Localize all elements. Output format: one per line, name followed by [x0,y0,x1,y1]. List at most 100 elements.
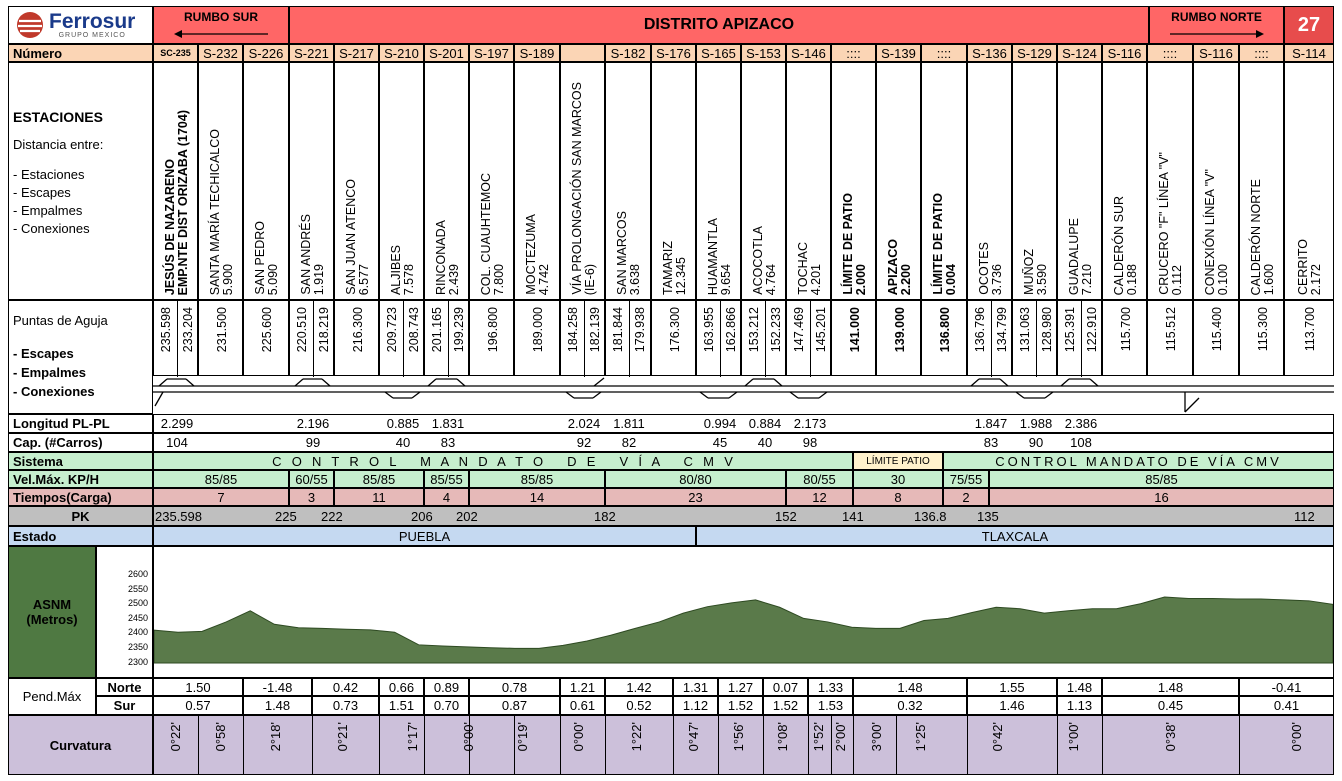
longitud-value: 2.299 [160,416,194,431]
station-column: MOCTEZUMA 4.742 [514,62,560,300]
punta-column: 163.955 162.866 [696,300,741,377]
longitud-value: 2.196 [296,416,330,431]
pk-value: 141 [842,508,864,524]
numero-cell [560,44,605,62]
punta-divider [764,301,766,377]
siding-track [1044,391,1054,399]
siding-track [294,378,304,387]
punta-divider [809,301,811,377]
station-name: SANTA MARÍA TECHICALCO [207,128,222,295]
velmax-cell: 30 [853,470,943,488]
asnm-tick-label: 2550 [127,583,148,594]
pend-norte-cell: 0.42 [312,678,379,696]
pk-value: 136.8 [914,508,947,524]
curvatura-divider [763,715,764,775]
station-distance: 7.210 [1079,263,1094,295]
station-column: APIZACO 2.200 [876,62,921,300]
tiempo-cell: 4 [424,488,469,506]
station-distance: 0.112 [1170,264,1184,295]
pend-sur-cell: 0.73 [312,696,379,715]
station-column: SANTA MARÍA TECHICALCO 5.900 [198,62,243,300]
station-column: CALDERÓN SUR 0.188 [1102,62,1147,300]
cap-value: 83 [440,435,456,450]
siding-track [158,378,168,387]
distancia-label: Distancia entre: [13,137,104,152]
numero-cell: S-210 [379,44,424,62]
pend-norte-cell: -0.41 [1239,678,1334,696]
station-distance: 4.201 [808,263,823,295]
punta-value: 134.799 [994,307,1009,353]
rumbo-norte-label: RUMBO NORTE [1171,10,1262,24]
numero-cell: S-136 [967,44,1012,62]
velmax-cell: 85/55 [424,470,469,488]
pend-norte-label: Norte [96,678,153,696]
station-column: COL. CUAUHTEMOC 7.800 [469,62,514,300]
pend-sur-cell: 0.32 [853,696,967,715]
cap-value: 40 [395,435,411,450]
punta-divider [402,301,404,377]
punta-column: 235.598 233.204 [153,300,198,377]
tiempo-cell: 12 [786,488,853,506]
pend-norte-cell: 1.48 [1102,678,1239,696]
curvatura-value: 1°08' [775,722,790,752]
dist-escapes: - Escapes [13,185,71,200]
station-distance: 3.590 [1034,263,1049,295]
sistema-cmv-1: C O N T R O L M A N D A T O D E V Í A C … [153,452,853,470]
punta-value: 176.300 [667,307,682,353]
punta-divider [447,301,449,377]
pk-value: 182 [594,508,616,524]
siding-track [411,391,421,399]
numero-cell: S-189 [514,44,560,62]
pend-norte-cell: 0.78 [469,678,560,696]
station-name: TOCHAC [795,242,810,295]
numero-cell: S-124 [1057,44,1102,62]
station-name: APIZACO [885,238,900,295]
numero-cell: S-201 [424,44,469,62]
numero-cell: S-129 [1012,44,1057,62]
siding-track [728,391,738,399]
asnm-tick-label: 2300 [127,656,148,667]
punta-value: 115.512 [1164,307,1178,352]
punta-value: 201.165 [429,307,444,353]
asnm-tick-label: 2400 [127,627,148,638]
siding-track [818,391,828,399]
pend-norte-cell: 0.89 [424,678,469,696]
page-number: 27 [1284,6,1334,44]
punta-divider [1080,301,1082,377]
punta-value: 209.723 [384,307,399,353]
curvatura-divider [808,715,809,775]
pend-norte-cell: 0.07 [763,678,808,696]
pend-sur-cell: 0.61 [560,696,605,715]
logo-box: Ferrosur GRUPO MEXICO [8,6,153,44]
curvatura-divider [605,715,606,775]
pend-sur-cell: 1.52 [718,696,763,715]
puntas-escapes: - Escapes [13,346,74,361]
punta-column: 136.796 134.799 [967,300,1012,377]
station-distance: 6.577 [356,263,371,295]
cap-row [153,433,1334,452]
station-name: VÍA PROLONGACIÓN SAN MARCOS [569,82,584,295]
station-distance: 12.345 [673,256,688,295]
numero-cell: S-232 [198,44,243,62]
station-column: LÍMITE DE PATIO 0.004 [921,62,967,300]
puntas-empalmes: - Empalmes [13,365,86,380]
longitud-value: 0.994 [703,416,737,431]
velmax-cell: 60/55 [289,470,334,488]
numero-cell: SC-235 [153,44,198,62]
punta-column: 115.700 [1102,300,1147,376]
station-column: SAN JUAN ATENCO 6.577 [334,62,379,300]
curvatura-divider [379,715,380,775]
logo-subtext: GRUPO MEXICO [58,32,126,39]
asnm-tick-label: 2450 [127,612,148,623]
rumbo-sur-label: RUMBO SUR [184,10,258,24]
pend-sur-cell: 1.52 [763,696,808,715]
velmax-cell: 85/85 [989,470,1334,488]
tiempo-cell: 23 [605,488,786,506]
longitud-value: 0.884 [748,416,782,431]
station-column: GUADALUPE 7.210 [1057,62,1102,300]
longitud-value: 2.173 [793,416,827,431]
siding-track [999,378,1009,387]
curvatura-value: 1°22' [629,722,644,752]
punta-column: 225.600 [243,300,289,376]
punta-column: 139.000 [876,300,921,376]
